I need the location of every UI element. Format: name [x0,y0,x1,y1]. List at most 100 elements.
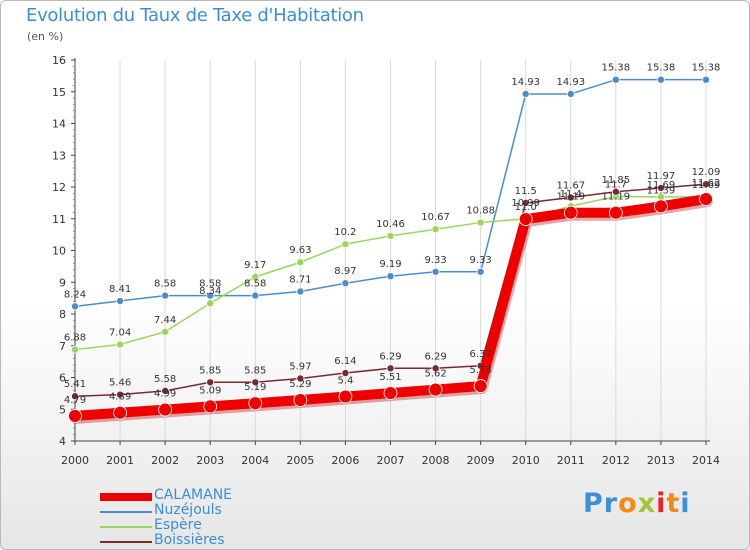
data-label: 9.63 [289,245,311,256]
legend-item: Boissières [100,532,320,549]
data-label: 6.14 [334,356,356,367]
data-label: 10.99 [511,198,540,209]
data-point [386,364,395,373]
data-point [611,75,620,84]
legend-swatch [100,493,152,501]
data-label: 10.46 [376,219,405,230]
data-point [68,409,82,423]
x-tick-label: 2014 [692,454,720,467]
x-tick-label: 2013 [647,454,675,467]
y-tick-label: 6 [59,372,66,385]
data-label: 8.97 [334,266,356,277]
data-point [431,225,440,234]
data-point [608,205,623,220]
data-point [518,212,533,226]
x-tick-label: 2007 [377,454,405,467]
data-label: 15.38 [692,63,721,74]
data-label: 8.58 [154,279,176,290]
data-point [654,199,668,214]
proxiti-logo: Proxiti [583,488,691,519]
chart-title: Evolution du Taux de Taxe d'Habitation [26,5,364,26]
legend-item: CALAMANE [100,487,320,504]
y-tick-label: 15 [52,86,66,99]
legend-label: Espère [154,517,202,533]
data-label: 8.34 [199,286,221,297]
data-label: 4.79 [64,395,86,406]
data-label: 9.33 [424,255,446,266]
data-label: 11.67 [556,180,585,191]
y-tick-label: 10 [52,245,66,258]
data-point [206,291,215,300]
data-label: 5.29 [289,379,311,390]
logo-letter: P [583,488,604,519]
data-label: 8.71 [289,274,311,285]
data-point [428,382,443,397]
x-tick-label: 2011 [557,454,585,467]
legend-label: Boissières [154,532,225,548]
x-tick-label: 2006 [331,454,359,467]
data-label: 9.19 [379,259,401,270]
data-point [296,258,305,267]
legend-item: Espère [100,517,320,534]
data-point [563,205,578,220]
data-label: 5.51 [379,372,401,383]
data-label: 11.4 [560,189,582,200]
data-point [383,386,398,400]
legend-swatch [100,526,152,528]
data-point [296,287,305,296]
data-label: 11.97 [647,171,676,182]
data-label: 5.4 [337,376,353,387]
data-label: 5.09 [199,385,221,396]
data-point [341,240,350,249]
data-label: 11.0 [515,202,537,213]
data-point [296,374,305,383]
data-point [386,231,395,240]
x-tick-label: 2003 [196,454,224,467]
data-point [341,369,350,378]
x-tick-label: 2009 [467,454,495,467]
data-point [611,187,620,196]
data-point [702,75,711,84]
y-tick-label: 8 [59,308,66,321]
logo-letter: t [666,488,681,519]
data-label: 7.04 [109,327,131,338]
y-tick-label: 14 [52,118,66,131]
data-point [521,198,530,207]
data-point [338,389,353,404]
data-label: 5.97 [289,361,311,372]
x-tick-label: 2004 [241,454,269,467]
data-label: 5.58 [154,374,176,385]
data-label: 4.99 [154,389,176,400]
axes: 4 5 6 7 8 9 10 11 12 13 14 15 16 2000 2001 2002 2003 2004… [52,54,720,467]
data-point [161,291,170,300]
data-label: 12.09 [692,167,721,178]
x-tick-label: 2000 [61,454,89,467]
data-label: 10.67 [421,212,450,223]
data-point [113,405,127,420]
data-label: 10.2 [334,227,356,238]
data-label: 6.37 [470,349,492,360]
data-label: 6.29 [379,351,401,362]
logo-letter: i [656,488,667,519]
data-point [656,75,665,84]
data-point [161,327,170,336]
data-point [431,364,440,373]
data-label: 5.85 [244,365,266,376]
data-point [699,192,713,206]
data-label: 15.38 [647,63,676,74]
x-tick-label: 2012 [602,454,630,467]
data-label: 7.44 [154,315,176,326]
data-label: 5.41 [64,379,86,390]
data-point [476,267,485,276]
unit-label: (en %) [27,30,64,43]
data-point [251,272,260,281]
data-point [116,390,125,399]
data-point [206,378,215,387]
x-tick-label: 2005 [286,454,314,467]
data-label: 11.19 [556,192,585,203]
data-label: 11.19 [602,192,631,203]
legend-label: CALAMANE [154,487,233,503]
data-point [158,402,173,417]
data-label: 5.62 [424,369,446,380]
